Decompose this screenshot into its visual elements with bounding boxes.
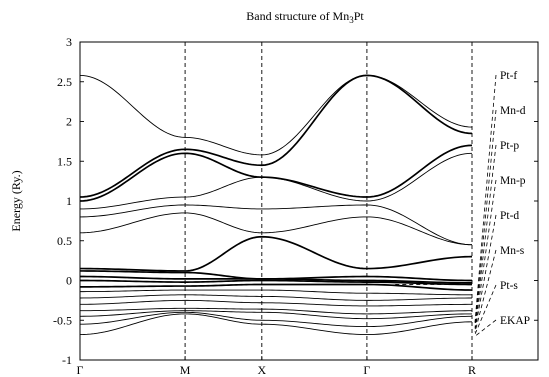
band-line bbox=[79, 204, 473, 246]
legend-label: Pt-s bbox=[500, 280, 518, 292]
band-line bbox=[80, 279, 473, 286]
legend-label: Pt-d bbox=[500, 210, 519, 222]
band-line bbox=[79, 144, 473, 202]
y-tick-label: 3 bbox=[66, 35, 72, 49]
band-line bbox=[79, 299, 472, 307]
orbital-legend: Pt-f Mn-d Pt-p Mn-p Pt-d Mn-s Pt-s EKAP bbox=[474, 70, 530, 337]
band-line bbox=[79, 313, 473, 336]
legend-leader bbox=[474, 144, 497, 327]
chart-title-prefix: Band structure of Mn bbox=[246, 9, 349, 23]
x-tick-label: M bbox=[180, 363, 191, 377]
band-lines bbox=[79, 74, 473, 336]
y-tick-label: 2.5 bbox=[57, 75, 72, 89]
band-line bbox=[79, 311, 473, 328]
legend-leader bbox=[474, 179, 497, 329]
chart-title-suffix: Pt bbox=[354, 9, 365, 23]
axis-ticks: 3 2.5 2 1.5 1 0.5 0 -0.5 -1 bbox=[53, 35, 538, 367]
legend-leader bbox=[474, 214, 497, 331]
x-tick-label: X bbox=[257, 363, 266, 377]
band-line bbox=[79, 235, 473, 272]
legend-label: Mn-p bbox=[500, 175, 526, 187]
y-tick-label: 2 bbox=[66, 115, 72, 129]
band-line bbox=[79, 310, 473, 320]
chart-title: Band structure of Mn3Pt bbox=[246, 9, 364, 25]
band-line bbox=[80, 283, 473, 291]
band-line bbox=[79, 74, 473, 156]
legend-leader bbox=[474, 249, 497, 333]
legend-label: Pt-f bbox=[500, 70, 517, 82]
legend-leader bbox=[474, 74, 497, 323]
y-tick-label: -1 bbox=[62, 353, 72, 367]
x-tick-label: Γ bbox=[363, 363, 370, 377]
legend-leader bbox=[474, 109, 497, 325]
y-tick-label: 1.5 bbox=[57, 154, 72, 168]
y-axis-label: Energy (Ry.) bbox=[9, 170, 23, 231]
band-line bbox=[80, 270, 473, 282]
chart-title-subscript: 3 bbox=[349, 15, 354, 25]
legend-leader bbox=[474, 284, 497, 335]
legend-label: EKAP bbox=[500, 315, 530, 327]
y-tick-label: 0.5 bbox=[57, 234, 72, 248]
legend-label: Mn-d bbox=[500, 105, 526, 117]
legend-leader bbox=[474, 319, 497, 337]
band-line bbox=[79, 307, 473, 315]
x-tick-label: R bbox=[468, 363, 476, 377]
band-line bbox=[79, 74, 473, 198]
y-tick-label: 0 bbox=[66, 274, 72, 288]
y-tick-label: -0.5 bbox=[53, 313, 72, 327]
legend-label: Pt-p bbox=[500, 140, 519, 152]
band-line bbox=[80, 289, 472, 296]
legend-label: Mn-s bbox=[500, 245, 525, 257]
y-tick-label: 1 bbox=[66, 194, 72, 208]
band-line bbox=[79, 294, 473, 301]
x-tick-label: Γ bbox=[77, 363, 84, 377]
band-line bbox=[79, 212, 473, 246]
